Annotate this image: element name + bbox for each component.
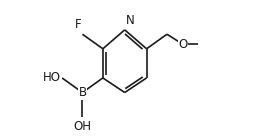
Text: O: O bbox=[178, 38, 188, 51]
Text: O: O bbox=[178, 38, 188, 51]
Text: B: B bbox=[78, 86, 87, 99]
Text: N: N bbox=[125, 14, 134, 27]
Text: OH: OH bbox=[73, 120, 91, 133]
Text: HO: HO bbox=[43, 71, 61, 84]
Text: F: F bbox=[75, 18, 82, 31]
